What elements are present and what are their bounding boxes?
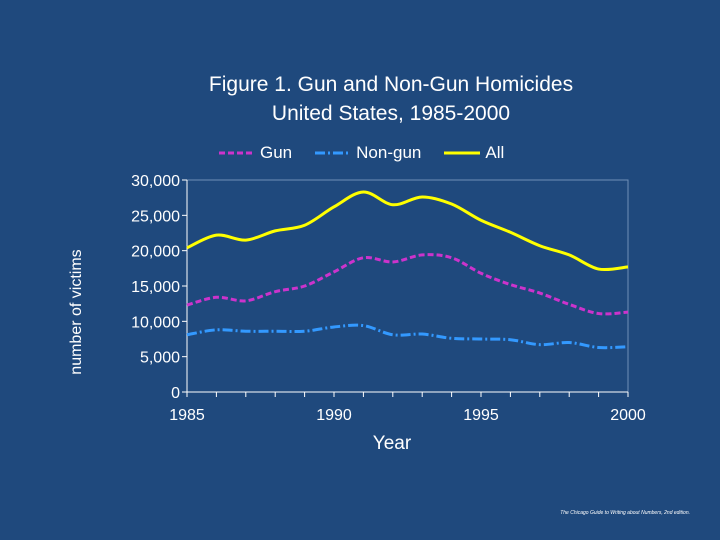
legend-item-all: All	[443, 143, 504, 163]
legend-swatch-non-gun	[315, 151, 352, 155]
legend-item-gun: Gun	[218, 143, 292, 163]
x-axis-label: Year	[372, 433, 412, 454]
series-line-non-gun	[186, 323, 629, 350]
y-tick-label: 10,000	[131, 314, 180, 331]
legend-swatch-all	[444, 151, 481, 155]
chart-title-line1: Figure 1. Gun and Non-Gun Homicides	[208, 73, 574, 96]
series-line-all	[186, 190, 629, 272]
y-tick-label: 5,000	[140, 350, 180, 367]
legend-label-gun: Gun	[260, 143, 293, 162]
legend: Gun Non-gun All	[218, 143, 526, 163]
x-tick-label: 1985	[169, 407, 205, 424]
x-tick-label: 1995	[463, 407, 499, 424]
chart-title: Figure 1. Gun and Non-Gun Homicides Unit…	[0, 70, 720, 128]
y-tick-label: 20,000	[131, 244, 180, 261]
series-line-gun	[186, 253, 629, 316]
plot-area	[186, 179, 629, 393]
y-tick-label: 30,000	[131, 173, 180, 190]
y-tick-label: 25,000	[131, 208, 180, 225]
y-tick-label: 15,000	[131, 279, 180, 296]
y-tick-label: 0	[171, 385, 180, 402]
legend-label-all: All	[485, 143, 505, 162]
legend-swatch-gun	[219, 151, 255, 155]
legend-item-non-gun: Non-gun	[314, 143, 421, 163]
chart-title-line2: United States, 1985-2000	[271, 102, 511, 125]
x-tick-label: 1990	[316, 407, 352, 424]
legend-label-non-gun: Non-gun	[356, 143, 422, 162]
x-tick-label: 2000	[610, 407, 646, 424]
source-footnote: The Chicago Guide to Writing about Numbe…	[560, 510, 690, 516]
